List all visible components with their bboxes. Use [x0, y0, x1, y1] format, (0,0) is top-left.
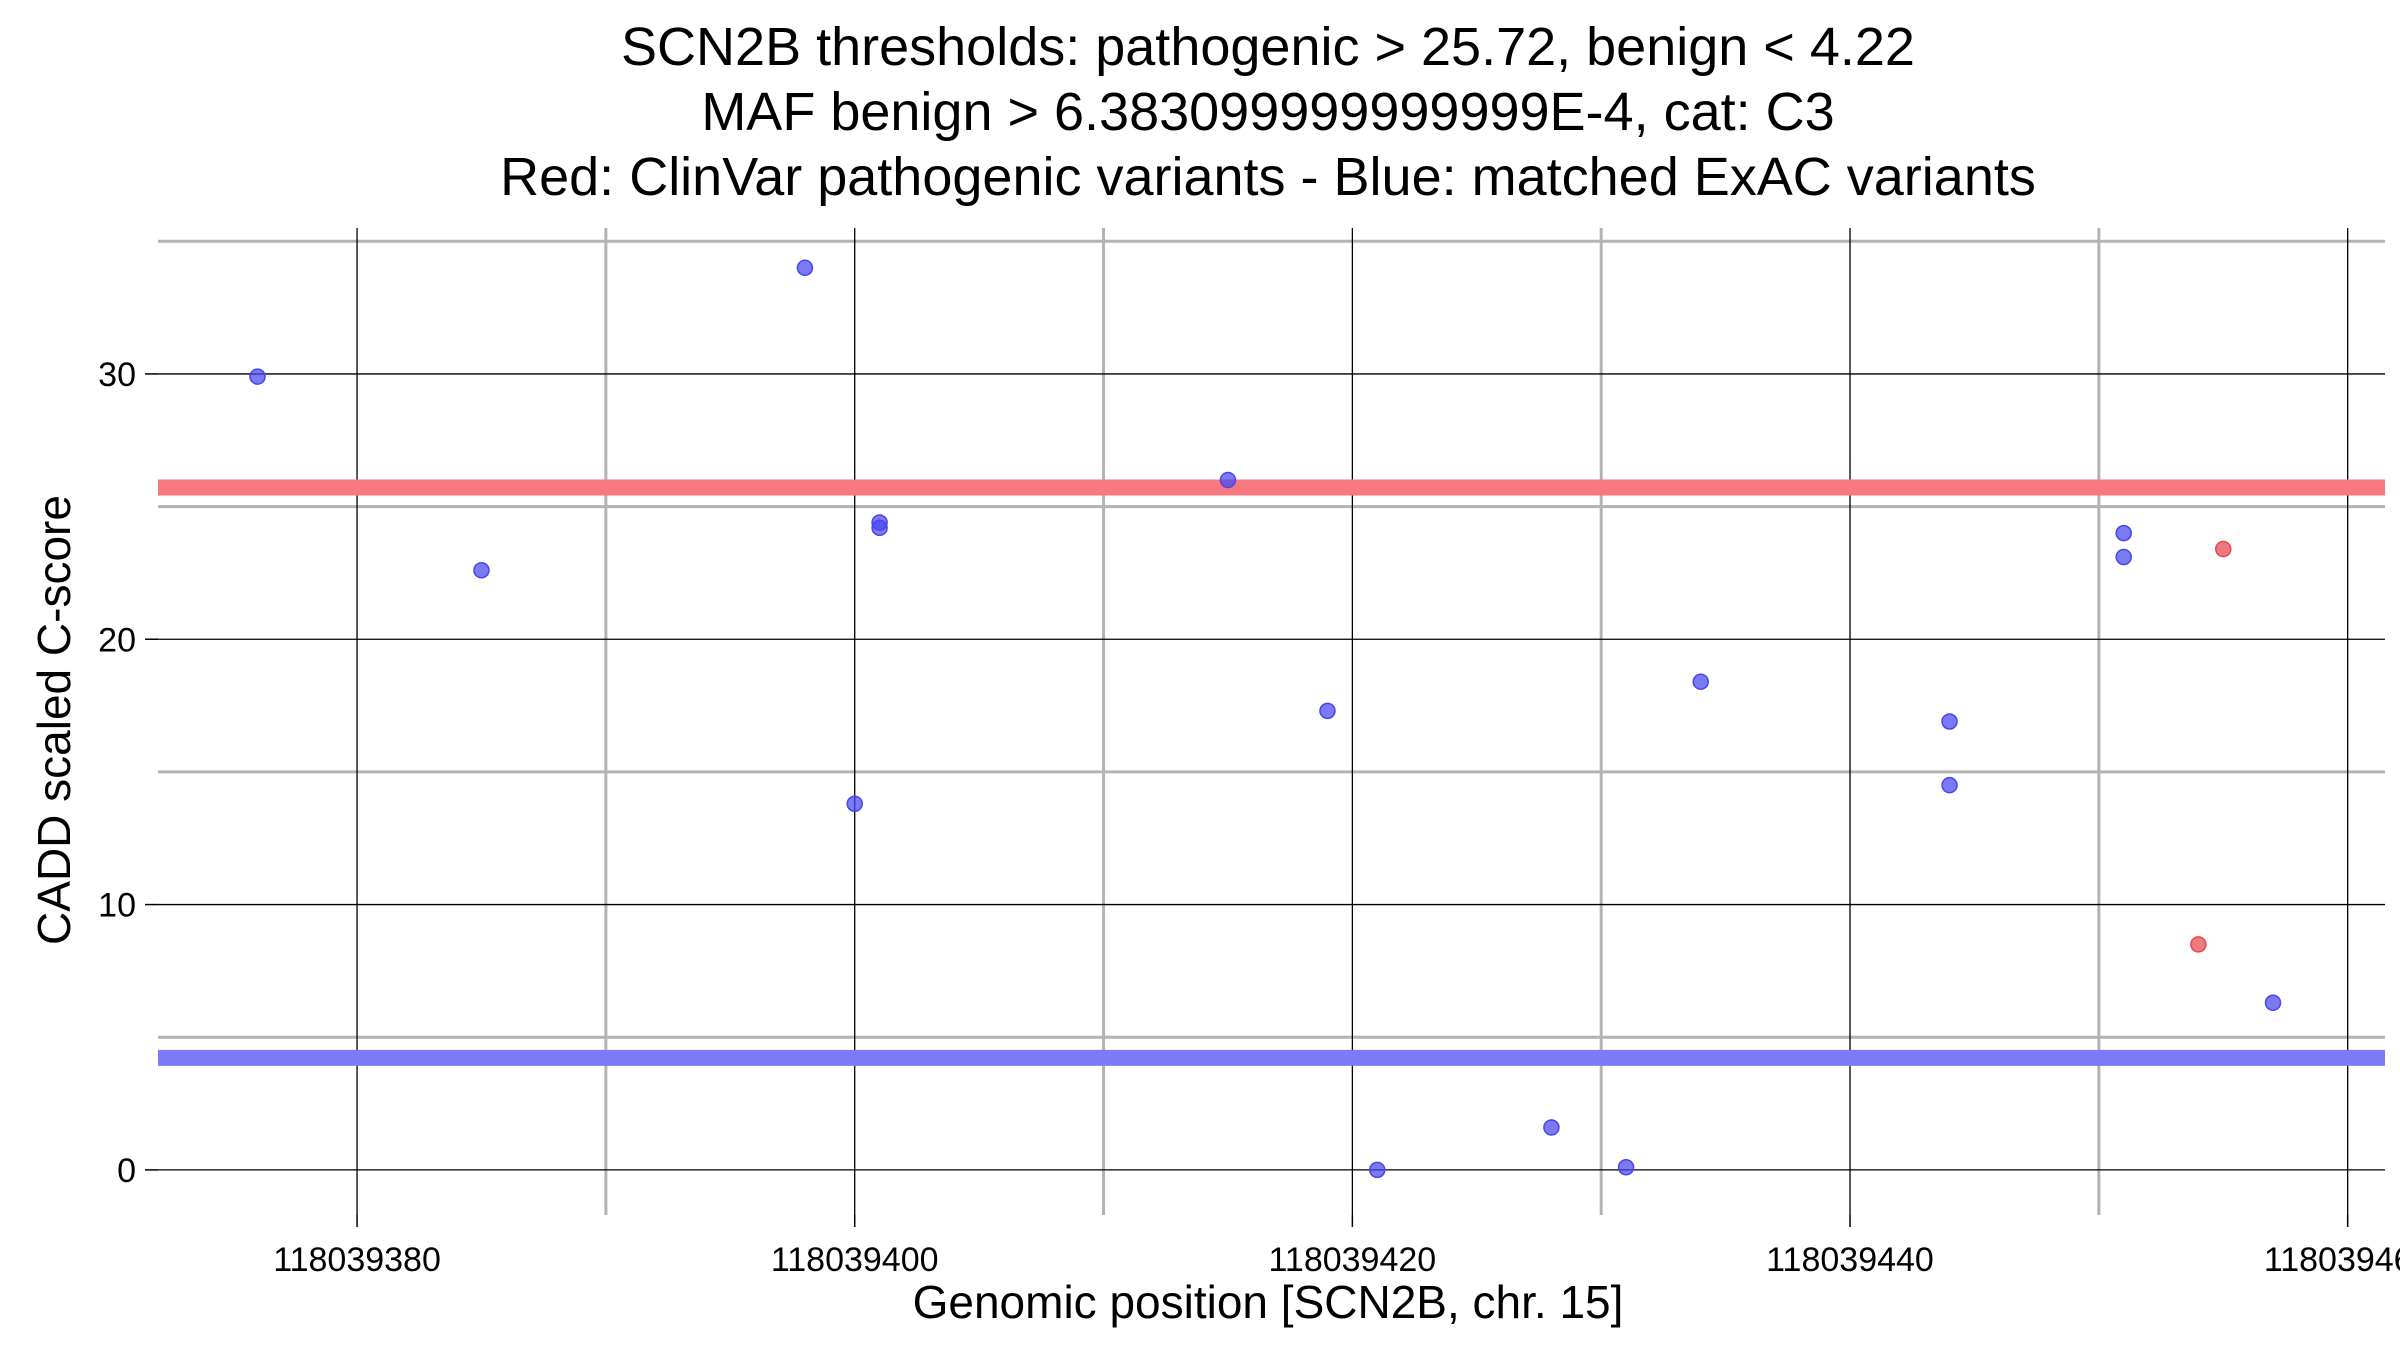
x-tick-label: 118039380: [273, 1241, 441, 1279]
y-axis-ticks: 0 10 20 30: [98, 356, 158, 1190]
exac-point: [1543, 1119, 1560, 1136]
axes: 118039380 118039400 118039420 118039440 1180…: [98, 356, 2400, 1279]
y-tick-label: 0: [117, 1152, 136, 1190]
minor-gridlines: [158, 228, 2385, 1215]
exac-point: [249, 368, 266, 385]
x-axis-ticks: 118039380 118039400 118039420 118039440 1180…: [273, 1215, 2400, 1279]
exac-point: [871, 519, 888, 537]
plot-area: [158, 228, 2385, 1215]
exac-point: [1369, 1161, 1386, 1179]
threshold-lines: [158, 479, 2385, 1066]
exac-point: [1617, 1158, 1635, 1176]
y-axis-label: CADD scaled C-score: [28, 495, 80, 945]
exac-point: [1692, 673, 1709, 690]
exac-point: [796, 259, 814, 277]
data-points: [249, 259, 2282, 1179]
x-tick-label: 118039460: [2264, 1241, 2400, 1279]
y-tick-label: 20: [98, 621, 136, 659]
exac-point: [846, 795, 863, 812]
exac-point: [1319, 702, 1336, 720]
title-line-2: MAF benign > 6.383099999999999E-4, cat: …: [701, 82, 1834, 142]
y-tick-label: 30: [98, 356, 136, 394]
x-tick-label: 118039440: [1766, 1241, 1934, 1279]
exac-point: [2115, 524, 2132, 542]
title-line-3: Red: ClinVar pathogenic variants - Blue:…: [500, 147, 2036, 207]
major-gridlines: [158, 228, 2385, 1215]
clinvar-point: [2190, 936, 2207, 953]
x-axis-label: Genomic position [SCN2B, chr. 15]: [913, 1276, 1624, 1328]
exac-point: [2115, 548, 2132, 566]
exac-point: [1219, 471, 1237, 489]
y-tick-label: 10: [98, 887, 136, 925]
clinvar-point: [2215, 540, 2232, 558]
exac-point: [473, 562, 490, 579]
exac-point: [2264, 994, 2282, 1011]
exac-point: [1941, 713, 1958, 730]
x-tick-label: 118039420: [1269, 1241, 1437, 1279]
x-tick-label: 118039400: [771, 1241, 939, 1279]
title-line-1: SCN2B thresholds: pathogenic > 25.72, be…: [621, 17, 1915, 77]
exac-point: [1941, 776, 1958, 794]
chart-title: SCN2B thresholds: pathogenic > 25.72, be…: [500, 17, 2036, 207]
